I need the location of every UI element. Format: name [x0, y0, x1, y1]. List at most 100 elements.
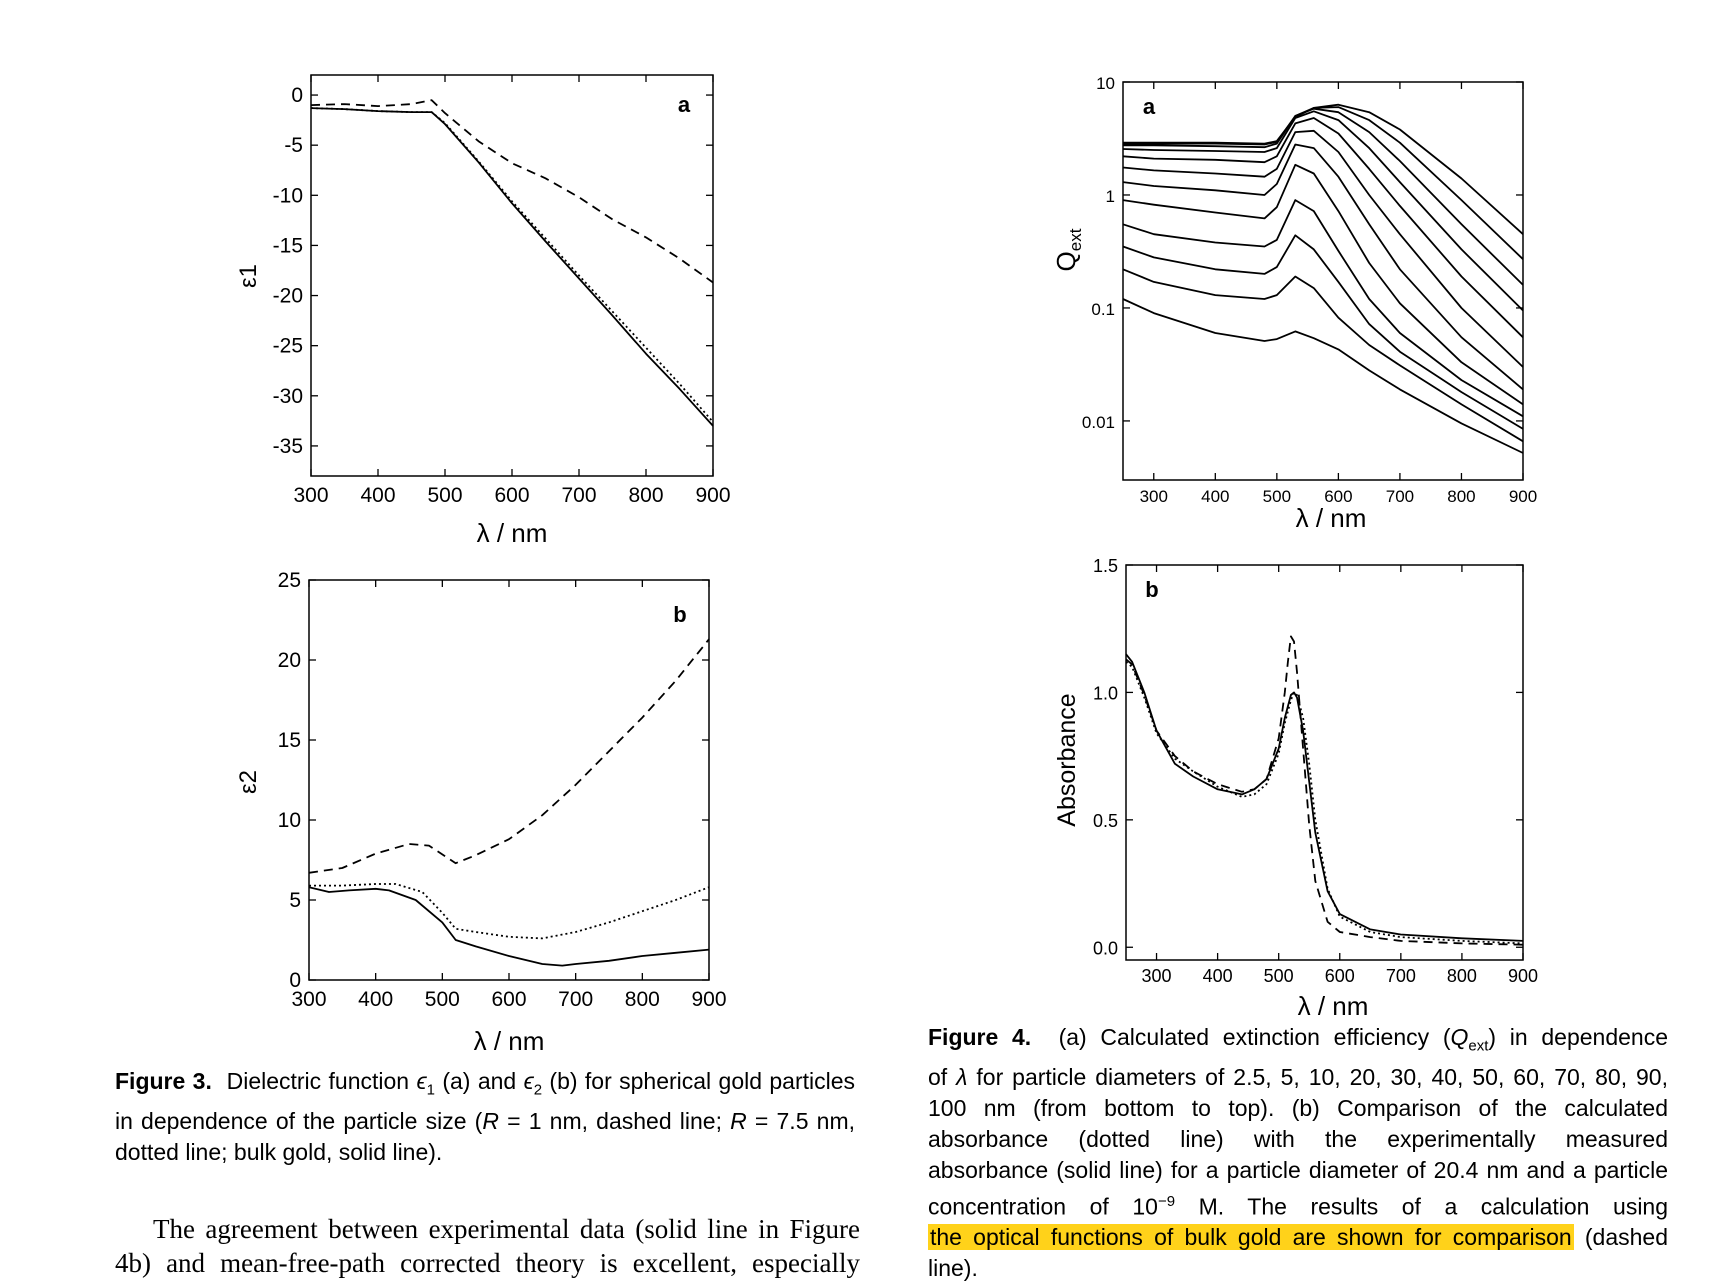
fig3-caption-r2: R: [730, 1107, 747, 1134]
y-tick-label: -35: [273, 435, 303, 458]
y-tick-label: -15: [273, 234, 303, 257]
x-tick-label: 400: [1201, 487, 1229, 506]
fig4a-xlabel: λ / nm: [1296, 503, 1367, 533]
series-line: [1122, 268, 1524, 443]
fig4a-series: [1122, 103, 1524, 454]
series-line: [310, 99, 714, 284]
series-line: [1122, 129, 1524, 368]
fig4-caption-l4: absorbance (dotted line) with the experi…: [928, 1125, 1668, 1152]
figure-canvas: 300 400 500 600 700 800 900 0 -5 -10 -15 -20 -25 -30…: [235, 74, 1538, 1056]
fig4a-plot: 300 400 500 600 700 800 900 10 1 0.1 0.01 a λ / n…: [1051, 74, 1537, 533]
fig4b-series: [1125, 635, 1524, 946]
series-line: [1123, 103, 1524, 235]
x-tick-label: 600: [491, 988, 526, 1011]
y-tick-label: 10: [1096, 74, 1115, 93]
x-tick-label: 600: [1324, 487, 1352, 506]
x-tick-label: 800: [625, 988, 660, 1011]
series-line: [309, 883, 710, 940]
fig3-caption-eps2: ϵ: [523, 1068, 534, 1094]
body-line-1: The agreement between experimental data …: [153, 1214, 860, 1244]
fig3a-panel-label: a: [678, 92, 691, 117]
x-tick-label: 700: [1386, 487, 1414, 506]
x-tick-label: 600: [494, 484, 529, 507]
y-tick-label: -5: [284, 134, 303, 157]
fig4b-xlabel: λ / nm: [1298, 991, 1369, 1021]
series-line: [1122, 163, 1524, 406]
fig3a-plot: 300 400 500 600 700 800 900 0 -5 -10 -15 -20 -25 -30…: [235, 74, 731, 548]
fig4-caption-l6b: M. The results of a calculation using: [1175, 1193, 1669, 1220]
fig4-caption-lambda: λ: [956, 1063, 968, 1090]
fig4b-xticks: 300 400 500 600 700 800 900: [1142, 565, 1538, 986]
series-line: [308, 886, 710, 967]
fig3-caption-label: Figure 3.: [115, 1068, 212, 1094]
series-line: [308, 638, 710, 874]
fig4-caption-exp: −9: [1157, 1192, 1176, 1210]
x-tick-label: 900: [1508, 966, 1538, 986]
y-tick-label: 15: [278, 729, 301, 752]
y-tick-label: 0.0: [1093, 938, 1118, 958]
fig4-caption: Figure 4. (a) Calculated extinction effi…: [928, 1022, 1668, 1284]
fig4-caption-l8: line).: [928, 1255, 978, 1282]
fig3-caption-text2: (a) and: [434, 1068, 524, 1094]
fig3b-xticks: 300 400 500 600 700 800 900: [291, 580, 727, 1011]
x-tick-label: 800: [1447, 487, 1475, 506]
fig4-caption-q: Q: [1450, 1024, 1469, 1050]
x-tick-label: 700: [1386, 966, 1416, 986]
x-tick-label: 400: [360, 484, 395, 507]
x-tick-label: 800: [1447, 966, 1477, 986]
series-line: [1123, 106, 1524, 260]
fig3a-series: [310, 99, 714, 427]
fig4-caption-l5: absorbance (solid line) for a particle d…: [928, 1156, 1668, 1183]
fig3b-panel-label: b: [673, 602, 686, 627]
series-line: [310, 107, 714, 427]
fig3-caption-text4: = 1 nm, dashed line;: [498, 1107, 731, 1134]
fig4a-panel-label: a: [1143, 94, 1156, 119]
fig4a-ylabel-q: Q: [1051, 251, 1081, 271]
fig3-caption-text5: = 7.5 nm, dotted line; bulk gold, solid …: [115, 1107, 855, 1165]
fig4a-yticks: 10 1 0.1 0.01: [1082, 74, 1523, 432]
x-tick-label: 700: [561, 484, 596, 507]
fig4-caption-label: Figure 4.: [928, 1024, 1032, 1050]
y-tick-label: -25: [273, 335, 303, 358]
x-tick-label: 300: [1140, 487, 1168, 506]
fig3-caption-sub2: 2: [533, 1081, 543, 1099]
x-tick-label: 800: [628, 484, 663, 507]
y-tick-label: 1: [1106, 187, 1115, 206]
series-line: [1122, 110, 1524, 312]
x-tick-label: 300: [291, 988, 326, 1011]
fig3-caption: Figure 3. Dielectric function ϵ1 (a) and…: [115, 1066, 855, 1168]
x-tick-label: 500: [425, 988, 460, 1011]
series-line: [1125, 635, 1524, 946]
fig4-caption-l1b: ) in dependence: [1488, 1024, 1669, 1050]
fig3b-xlabel: λ / nm: [474, 1026, 545, 1056]
y-tick-label: 10: [278, 809, 301, 832]
y-tick-label: -10: [273, 184, 303, 207]
fig4b-frame: [1125, 564, 1524, 961]
fig4a-ylabel-sub: ext: [1066, 228, 1085, 251]
fig3a-yticks: 0 -5 -10 -15 -20 -25 -30 -35: [273, 84, 713, 458]
series-line: [1123, 107, 1524, 286]
fig4-caption-highlight: the optical functions of bulk gold are s…: [928, 1224, 1574, 1251]
x-tick-label: 300: [1142, 966, 1172, 986]
x-tick-label: 900: [1509, 487, 1537, 506]
fig3a-ylabel: ε1: [235, 264, 262, 288]
fig4b-plot: 300 400 500 600 700 800 900 0.0 0.5 1.0 1.5 b λ /…: [1053, 556, 1538, 1021]
fig3-caption-r1: R: [482, 1107, 499, 1134]
fig4-caption-l2b: for particle diameters of 2.5, 5, 10, 20…: [967, 1063, 1668, 1090]
fig4-caption-qsub: ext: [1468, 1037, 1489, 1055]
series-line: [1122, 298, 1524, 454]
fig3a-xticks: 300 400 500 600 700 800 900: [293, 75, 731, 507]
fig3-caption-text3: (b) for spherical gold particles in depe…: [115, 1068, 856, 1134]
body-line-2: 4b) and mean-free-path corrected theory …: [115, 1248, 860, 1278]
y-tick-label: 0.1: [1091, 300, 1115, 319]
x-tick-label: 500: [1264, 966, 1294, 986]
fig4a-ylabel: Qext: [1051, 228, 1085, 271]
fig3b-plot: 300 400 500 600 700 800 900 0 5 10 15 20 25 b λ / n…: [235, 569, 727, 1056]
series-line: [310, 107, 714, 423]
fig3-caption-text1: Dielectric function: [226, 1068, 417, 1094]
x-tick-label: 600: [1325, 966, 1355, 986]
series-line: [1122, 143, 1524, 391]
y-tick-label: 1.5: [1093, 556, 1118, 576]
fig3b-frame: [308, 579, 710, 981]
x-tick-label: 400: [358, 988, 393, 1011]
